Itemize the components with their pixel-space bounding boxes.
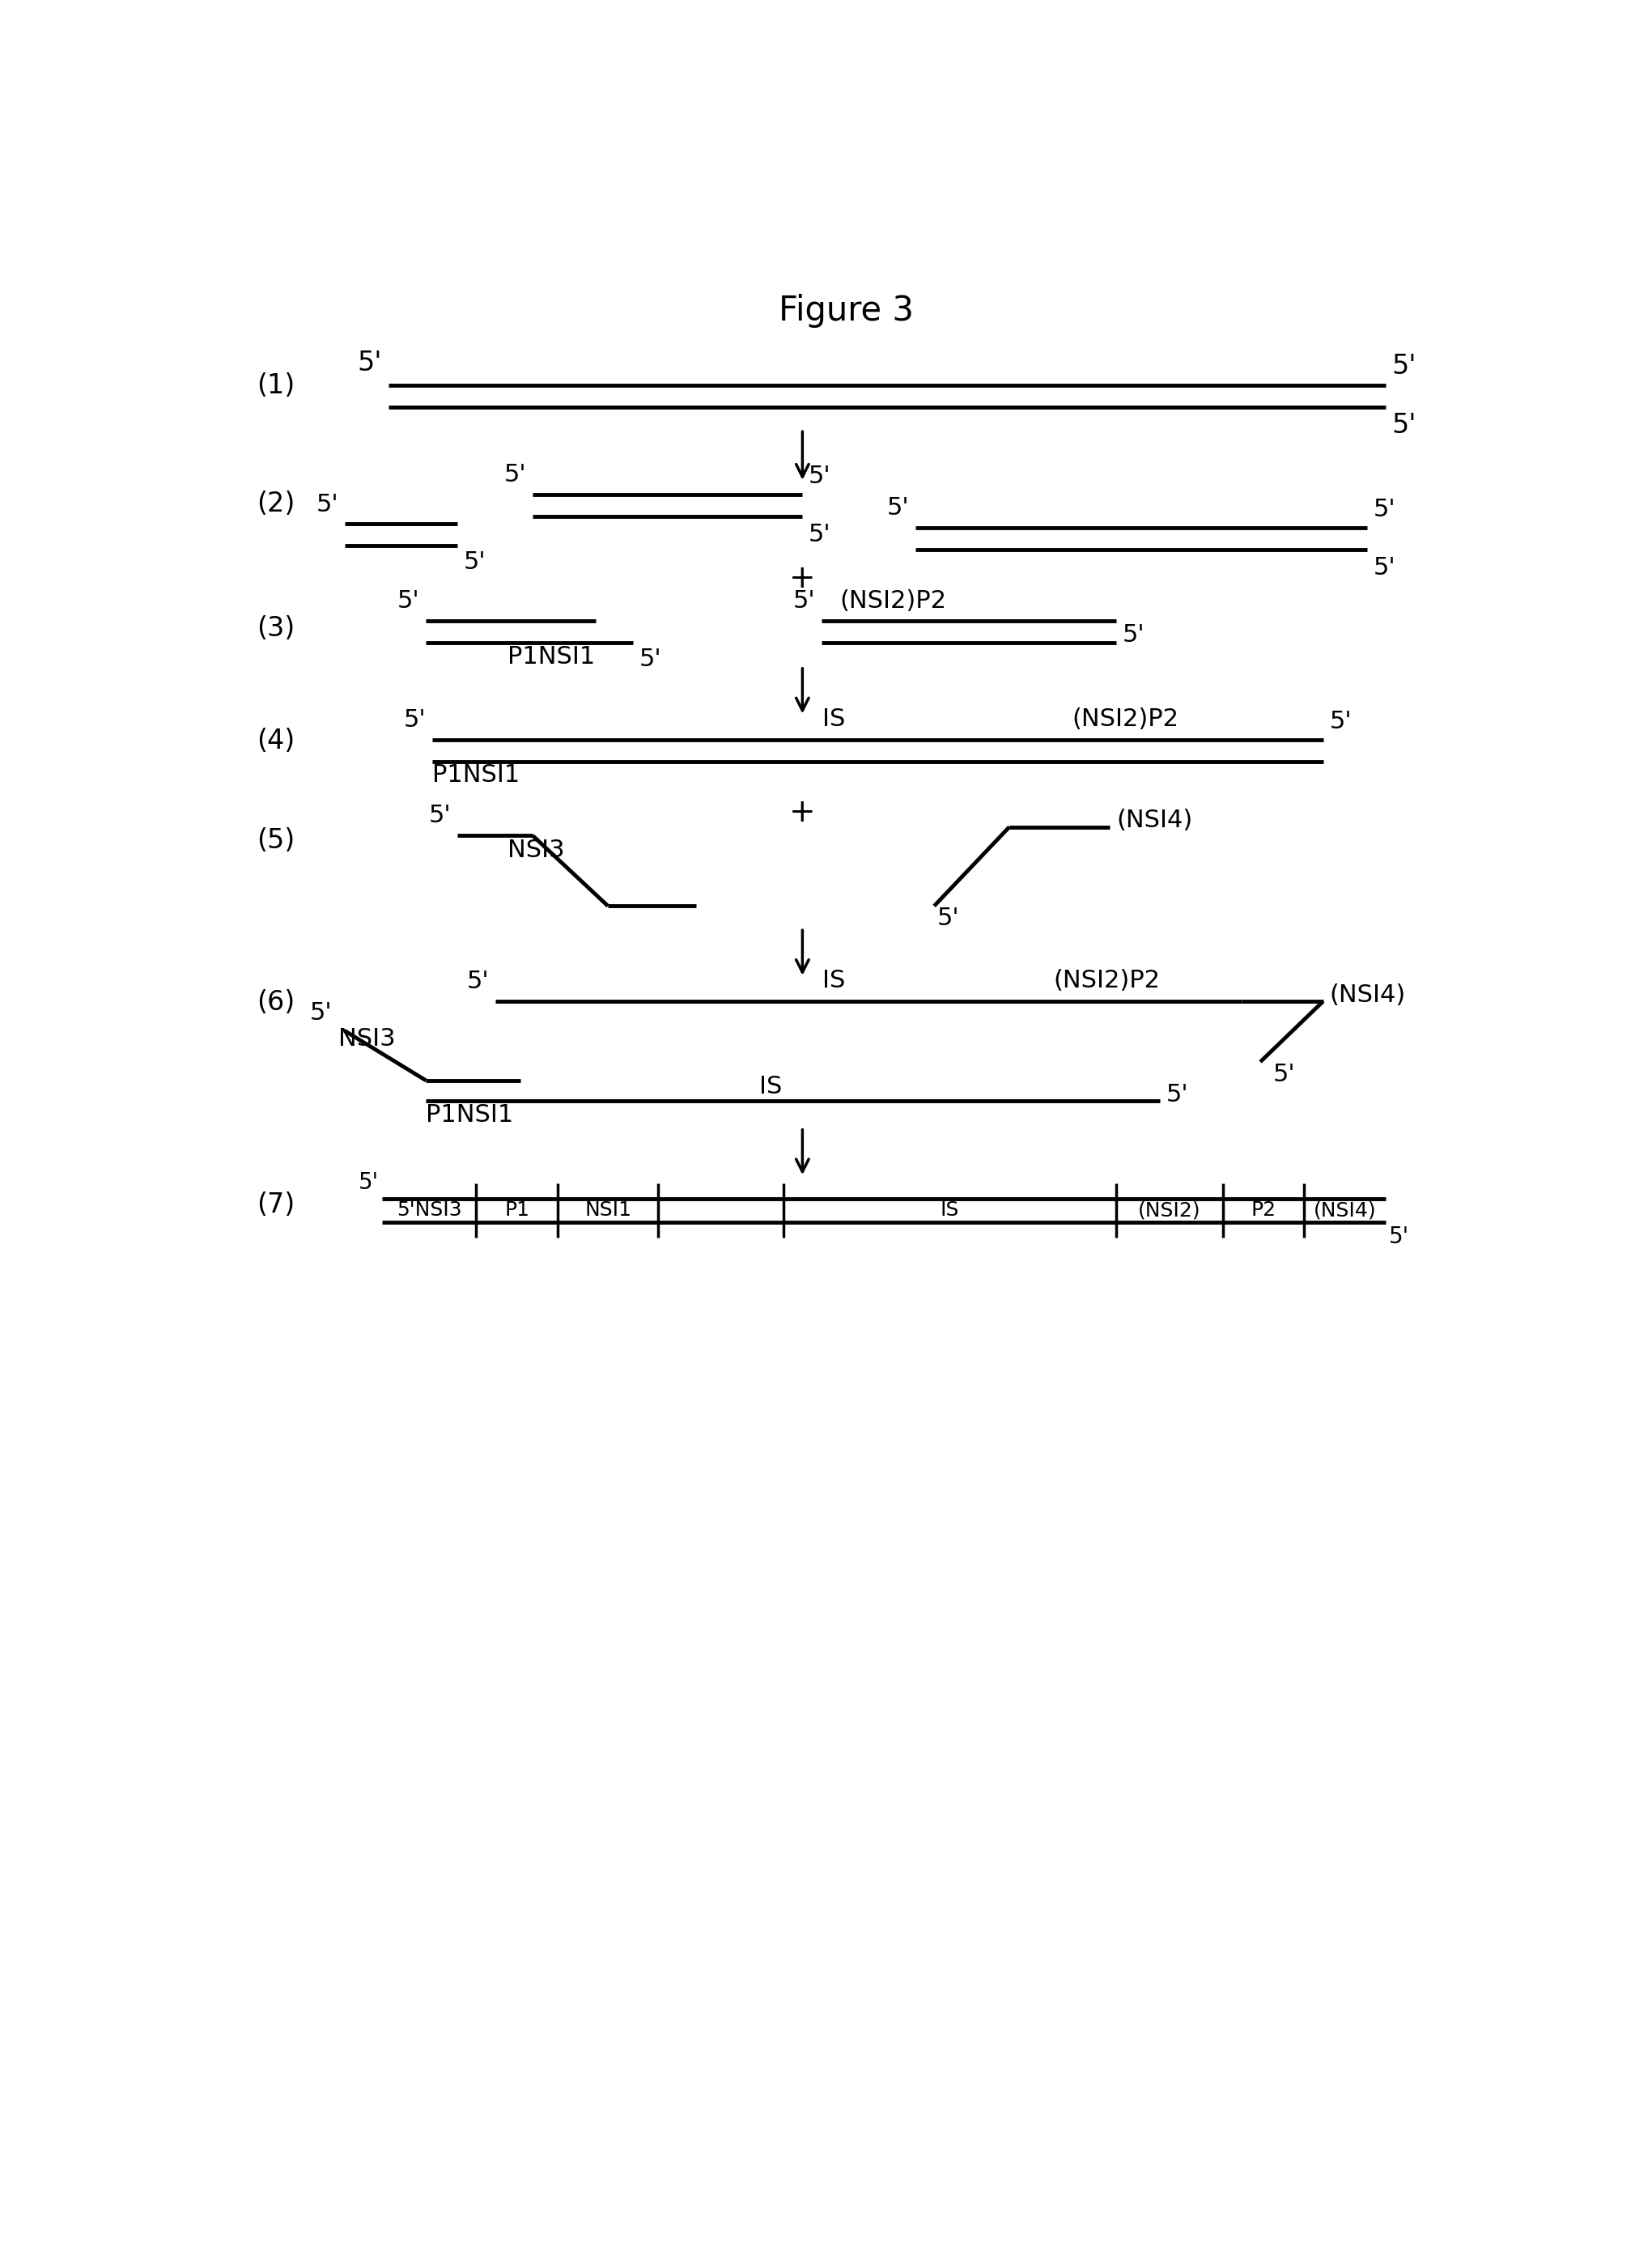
Text: 5': 5' <box>1122 624 1145 646</box>
Text: 5': 5' <box>1330 710 1351 733</box>
Text: 5': 5' <box>398 590 420 612</box>
Text: (3): (3) <box>256 615 294 642</box>
Text: 5': 5' <box>793 590 814 612</box>
Text: 5': 5' <box>887 497 909 519</box>
Text: 5': 5' <box>358 1170 378 1193</box>
Text: 5'NSI3: 5'NSI3 <box>396 1200 463 1220</box>
Text: (6): (6) <box>256 989 294 1016</box>
Text: NSI1: NSI1 <box>585 1200 631 1220</box>
Text: 5': 5' <box>403 708 426 733</box>
Text: 5': 5' <box>466 971 489 993</box>
Text: P1NSI1: P1NSI1 <box>426 1102 514 1127</box>
Text: (NSI2)P2: (NSI2)P2 <box>1054 968 1160 993</box>
Text: NSI3: NSI3 <box>507 839 565 862</box>
Text: IS: IS <box>823 968 846 993</box>
Text: 5': 5' <box>430 803 451 828</box>
Text: (NSI2): (NSI2) <box>1138 1200 1201 1220</box>
Text: 5': 5' <box>1389 1225 1409 1247</box>
Text: 5': 5' <box>316 492 339 517</box>
Text: 5': 5' <box>357 349 382 376</box>
Text: P1NSI1: P1NSI1 <box>433 764 520 787</box>
Text: 5': 5' <box>937 907 960 930</box>
Text: +: + <box>790 796 816 828</box>
Text: IS: IS <box>940 1200 960 1220</box>
Text: (NSI2)P2: (NSI2)P2 <box>1072 708 1180 730</box>
Text: (1): (1) <box>256 372 294 399</box>
Text: NSI3: NSI3 <box>339 1027 395 1050</box>
Text: 5': 5' <box>1373 499 1396 522</box>
Text: 5': 5' <box>1393 413 1417 438</box>
Text: 5': 5' <box>1274 1061 1295 1086</box>
Text: 5': 5' <box>309 1000 332 1025</box>
Text: (NSI4): (NSI4) <box>1330 984 1406 1007</box>
Text: (7): (7) <box>256 1191 294 1218</box>
Text: (2): (2) <box>256 490 294 517</box>
Text: 5': 5' <box>504 463 527 488</box>
Text: 5': 5' <box>1393 352 1417 379</box>
Text: (NSI4): (NSI4) <box>1117 810 1193 832</box>
Text: 5': 5' <box>464 551 486 574</box>
Text: P1NSI1: P1NSI1 <box>507 644 595 669</box>
Text: 5': 5' <box>1373 556 1396 578</box>
Text: P2: P2 <box>1251 1200 1275 1220</box>
Text: (4): (4) <box>256 728 294 755</box>
Text: IS: IS <box>823 708 846 730</box>
Text: +: + <box>790 562 816 594</box>
Text: (5): (5) <box>256 828 294 855</box>
Text: IS: IS <box>760 1075 783 1098</box>
Text: P1: P1 <box>504 1200 530 1220</box>
Text: 5': 5' <box>1166 1084 1189 1107</box>
Text: 5': 5' <box>809 465 831 488</box>
Text: 5': 5' <box>809 522 831 547</box>
Text: 5': 5' <box>639 646 662 671</box>
Text: Figure 3: Figure 3 <box>778 295 914 329</box>
Text: (NSI4): (NSI4) <box>1313 1200 1376 1220</box>
Text: (NSI2)P2: (NSI2)P2 <box>841 590 947 612</box>
